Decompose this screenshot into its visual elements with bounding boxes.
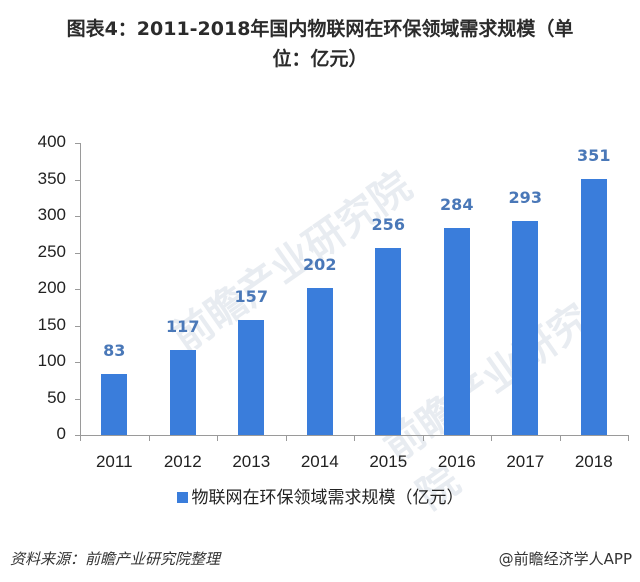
x-tick-mark xyxy=(422,435,424,441)
y-tick-mark xyxy=(75,362,81,363)
x-tick-mark xyxy=(559,435,561,441)
bar-2013 xyxy=(238,320,265,435)
bar-2016 xyxy=(443,227,470,435)
bar-2018 xyxy=(580,178,607,435)
x-tick-label: 2014 xyxy=(300,452,339,471)
legend-label: 物联网在环保领域需求规模（亿元） xyxy=(191,488,464,508)
y-tick-mark xyxy=(75,216,81,217)
y-tick-mark xyxy=(75,179,81,181)
x-tick-label: 2013 xyxy=(232,452,271,471)
x-tick-mark xyxy=(217,435,218,441)
bar-2017 xyxy=(512,221,539,435)
legend: 物联网在环保领域需求规模（亿元） xyxy=(0,483,640,508)
y-tick-label: 150 xyxy=(37,314,66,334)
data-label: 256 xyxy=(371,215,405,235)
y-tick-mark xyxy=(75,435,81,436)
y-tick-mark xyxy=(75,143,81,144)
x-tick-mark xyxy=(628,435,629,441)
y-tick-label: 400 xyxy=(37,132,66,151)
y-tick-mark xyxy=(75,398,81,400)
bar-2014 xyxy=(306,287,333,435)
y-tick-label: 50 xyxy=(47,387,66,407)
source-note: 资料来源：前瞻产业研究院整理 xyxy=(10,550,221,568)
y-tick-label: 200 xyxy=(37,278,66,297)
x-tick-mark xyxy=(80,435,81,441)
data-label: 117 xyxy=(166,316,200,336)
y-tick-label: 250 xyxy=(37,241,66,261)
bar-2011 xyxy=(101,374,128,435)
legend-swatch xyxy=(176,492,188,503)
y-tick-label: 0 xyxy=(56,424,66,443)
data-label: 284 xyxy=(440,194,474,214)
y-tick-label: 300 xyxy=(37,205,66,224)
x-tick-mark xyxy=(285,435,287,441)
x-tick-label: 2015 xyxy=(369,452,408,471)
y-tick-mark xyxy=(75,252,81,254)
chart-title-line1: 图表4：2011-2018年国内物联网在环保领域需求规模（单 xyxy=(66,18,574,40)
credit-note: @前瞻经济学人APP xyxy=(498,550,632,568)
y-tick-mark xyxy=(75,325,81,327)
data-label: 351 xyxy=(577,145,611,165)
y-tick-label: 350 xyxy=(37,168,66,188)
chart-title-line2: 位：亿元） xyxy=(272,48,368,70)
bar-2015 xyxy=(375,248,402,435)
x-tick-mark xyxy=(491,435,492,441)
data-label: 157 xyxy=(234,287,268,307)
x-tick-mark xyxy=(148,435,150,441)
x-tick-label: 2012 xyxy=(163,452,202,471)
data-label: 83 xyxy=(103,341,126,361)
y-tick-mark xyxy=(75,289,81,290)
bar-2012 xyxy=(169,349,196,435)
chart-title: 图表4：2011-2018年国内物联网在环保领域需求规模（单 位：亿元） xyxy=(0,14,640,74)
data-label: 293 xyxy=(508,188,542,208)
x-tick-mark xyxy=(354,435,355,441)
x-tick-label: 2018 xyxy=(574,452,613,471)
x-tick-label: 2017 xyxy=(506,452,545,471)
data-label: 202 xyxy=(303,254,337,274)
x-tick-label: 2011 xyxy=(95,452,133,471)
y-tick-label: 100 xyxy=(37,351,66,370)
x-tick-label: 2016 xyxy=(437,452,476,471)
